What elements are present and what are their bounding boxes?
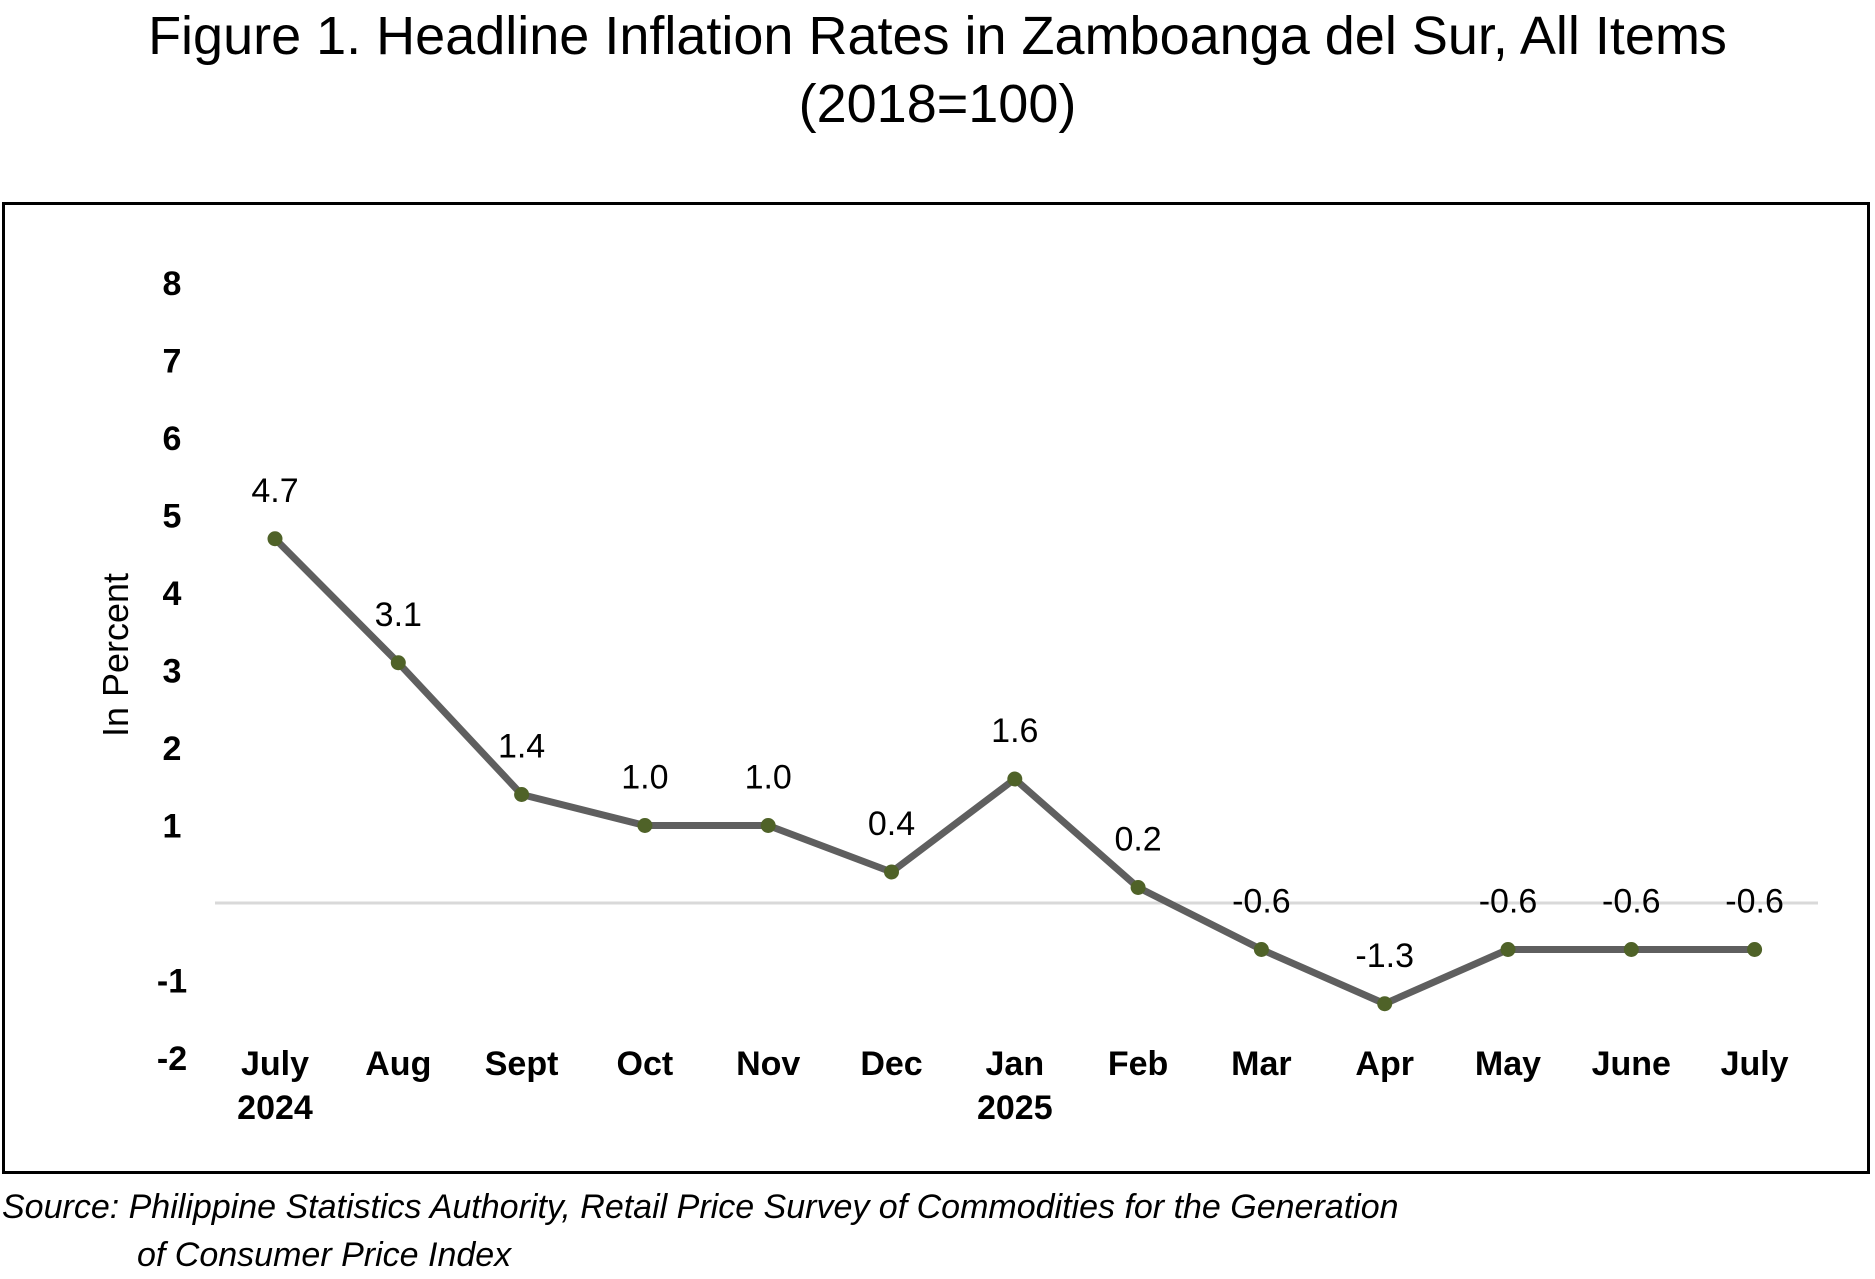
data-label: 0.2 bbox=[1114, 821, 1161, 859]
x-tick-label-line: Nov bbox=[736, 1045, 800, 1083]
source-note: Source: Philippine Statistics Authority,… bbox=[2, 1183, 1399, 1279]
x-tick-label: May bbox=[1475, 1045, 1541, 1083]
x-tick-label-line: 2025 bbox=[977, 1089, 1053, 1127]
data-point bbox=[1377, 996, 1393, 1012]
x-tick-label-line: 2024 bbox=[237, 1089, 313, 1127]
y-axis-label: In Percent bbox=[95, 573, 136, 737]
y-tick-label: -1 bbox=[157, 963, 187, 1001]
x-tick-label: Nov bbox=[736, 1045, 800, 1083]
data-point bbox=[884, 864, 899, 880]
chart-subtitle: (2018=100) bbox=[798, 74, 1077, 134]
y-tick-label: 3 bbox=[163, 653, 182, 691]
y-tick-label: 6 bbox=[163, 420, 182, 458]
y-tick-label: 8 bbox=[163, 265, 182, 303]
data-point bbox=[1007, 771, 1023, 787]
data-point bbox=[390, 655, 406, 671]
x-tick-label-line: Dec bbox=[860, 1045, 922, 1083]
x-tick-label-line: June bbox=[1592, 1045, 1671, 1083]
data-point bbox=[1747, 942, 1763, 957]
data-label: 3.1 bbox=[375, 596, 422, 634]
data-point bbox=[514, 787, 530, 802]
x-tick-label: June bbox=[1592, 1045, 1671, 1083]
data-label: 1.4 bbox=[498, 728, 545, 766]
data-label: -0.6 bbox=[1725, 883, 1784, 921]
x-tick-label-line: Oct bbox=[617, 1045, 674, 1083]
data-label: -0.6 bbox=[1232, 883, 1291, 921]
y-tick-label: 2 bbox=[163, 730, 182, 768]
data-label: 0.4 bbox=[868, 805, 915, 843]
x-tick-label: July bbox=[1721, 1045, 1789, 1083]
data-label: 4.7 bbox=[251, 472, 298, 510]
chart-title: Figure 1. Headline Inflation Rates in Za… bbox=[148, 6, 1727, 66]
data-label: 1.6 bbox=[991, 712, 1038, 750]
data-point bbox=[1130, 880, 1146, 895]
x-tick-label: Feb bbox=[1108, 1045, 1168, 1083]
source-line-2: of Consumer Price Index bbox=[137, 1236, 512, 1274]
y-tick-label: 4 bbox=[163, 575, 182, 613]
x-tick-label-line: Apr bbox=[1355, 1045, 1414, 1083]
y-tick-label: 1 bbox=[163, 808, 182, 846]
x-tick-label: Dec bbox=[860, 1045, 922, 1083]
chart-frame bbox=[2, 202, 1870, 1174]
x-tick-label-line: July bbox=[241, 1045, 309, 1083]
data-label: -0.6 bbox=[1602, 883, 1661, 921]
x-tick-label-line: Jan bbox=[986, 1045, 1045, 1083]
x-tick-label: Apr bbox=[1355, 1045, 1414, 1083]
data-point bbox=[1500, 942, 1516, 957]
data-point bbox=[1253, 942, 1269, 957]
data-label: -0.6 bbox=[1479, 883, 1538, 921]
x-tick-label: Oct bbox=[617, 1045, 674, 1083]
data-label: 1.0 bbox=[745, 759, 792, 797]
x-tick-label-line: May bbox=[1475, 1045, 1541, 1083]
data-label: -1.3 bbox=[1355, 937, 1414, 975]
data-point bbox=[637, 818, 653, 833]
x-tick-label-line: Feb bbox=[1108, 1045, 1168, 1083]
x-tick-label-line: July bbox=[1721, 1045, 1789, 1083]
series-line bbox=[271, 535, 1759, 1008]
x-tick-label: Mar bbox=[1231, 1045, 1291, 1083]
x-tick-label-line: Aug bbox=[365, 1045, 431, 1083]
x-tick-label: Sept bbox=[485, 1045, 559, 1083]
x-tick-label-line: Sept bbox=[485, 1045, 559, 1083]
x-tick-label: Aug bbox=[365, 1045, 431, 1083]
data-point bbox=[267, 531, 283, 547]
x-tick-label: Jan 2025 bbox=[977, 1045, 1053, 1127]
y-tick-label: 5 bbox=[163, 498, 182, 536]
data-point bbox=[1623, 942, 1639, 957]
source-line-1: Source: Philippine Statistics Authority,… bbox=[2, 1188, 1399, 1226]
y-tick-label: 7 bbox=[163, 343, 182, 381]
data-label: 1.0 bbox=[621, 759, 668, 797]
x-tick-label-line: Mar bbox=[1231, 1045, 1291, 1083]
data-point bbox=[760, 818, 776, 833]
y-tick-label: -2 bbox=[157, 1040, 187, 1078]
x-tick-label: July 2024 bbox=[237, 1045, 313, 1127]
